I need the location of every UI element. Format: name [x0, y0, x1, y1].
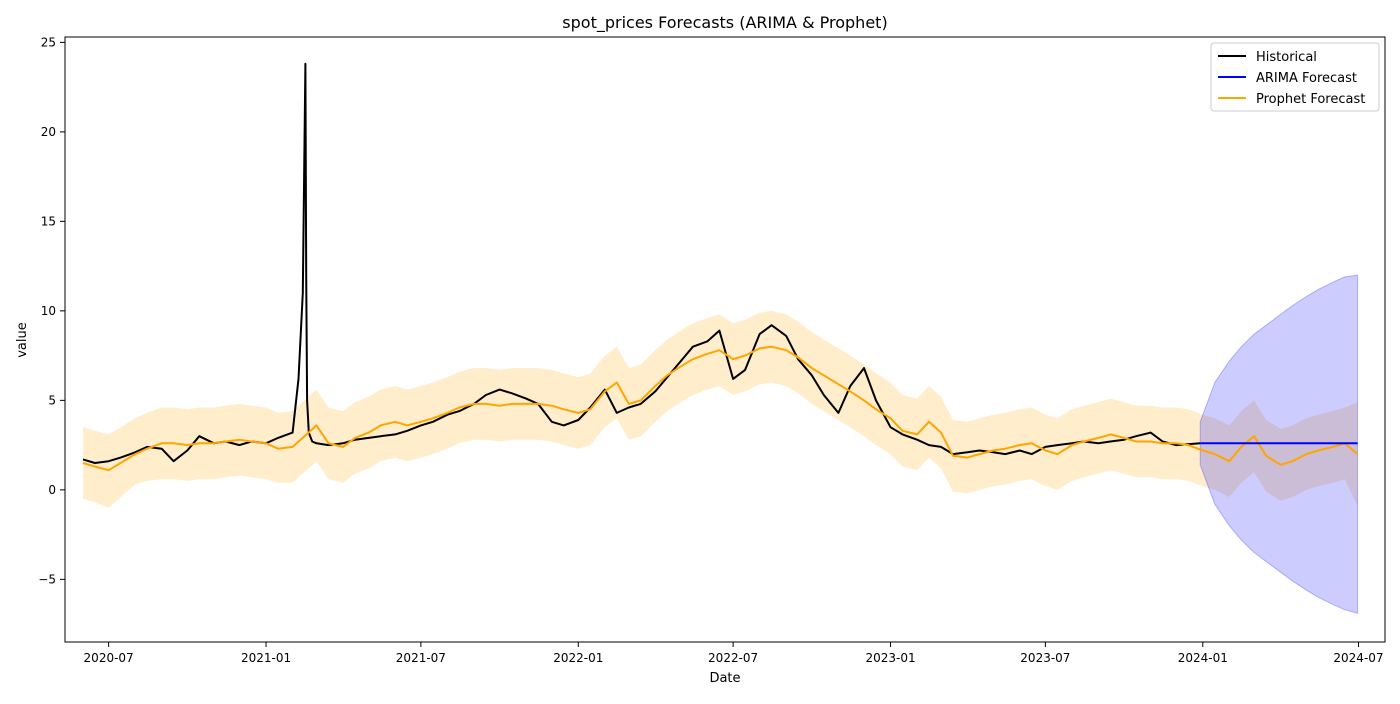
- y-tick-label: 20: [41, 125, 56, 139]
- chart-title: spot_prices Forecasts (ARIMA & Prophet): [562, 13, 887, 33]
- y-tick-label: 5: [48, 393, 56, 407]
- axes-frame: [64, 36, 1386, 643]
- series-lines: [82, 62, 1359, 472]
- x-tick-label: 2022-07: [708, 651, 758, 665]
- legend-historical-label: Historical: [1256, 50, 1317, 65]
- x-axis-ticks: 2020-07 2021-01 2021-07 2022-01 2022-07 2023-…: [84, 642, 1384, 665]
- y-tick-label: −5: [38, 572, 56, 586]
- legend-box: [1210, 42, 1380, 112]
- y-axis-label: value: [15, 322, 30, 358]
- legend-prophet-label: Prophet Forecast: [1256, 92, 1365, 107]
- x-tick-label: 2024-01: [1178, 651, 1228, 665]
- prophet-confidence-band: [83, 310, 1358, 508]
- y-axis-ticks: −5 0 5 10 15 20 25: [38, 35, 65, 586]
- x-axis-label: Date: [709, 671, 740, 686]
- legend: Historical ARIMA Forecast Prophet Foreca…: [1210, 42, 1380, 112]
- x-tick-label: 2021-01: [241, 651, 291, 665]
- x-tick-label: 2021-07: [396, 651, 446, 665]
- x-tick-label: 2023-01: [865, 651, 915, 665]
- y-tick-label: 15: [41, 214, 56, 228]
- x-tick-label: 2023-07: [1020, 651, 1070, 665]
- x-tick-label: 2020-07: [84, 651, 134, 665]
- x-tick-label: 2022-01: [553, 651, 603, 665]
- plot-area: [82, 62, 1359, 615]
- y-tick-label: 25: [41, 35, 56, 49]
- y-tick-label: 10: [41, 304, 56, 318]
- legend-arima-label: ARIMA Forecast: [1256, 71, 1357, 86]
- y-tick-label: 0: [48, 483, 56, 497]
- x-tick-label: 2024-07: [1333, 651, 1383, 665]
- prophet-forecast-line: [82, 345, 1359, 472]
